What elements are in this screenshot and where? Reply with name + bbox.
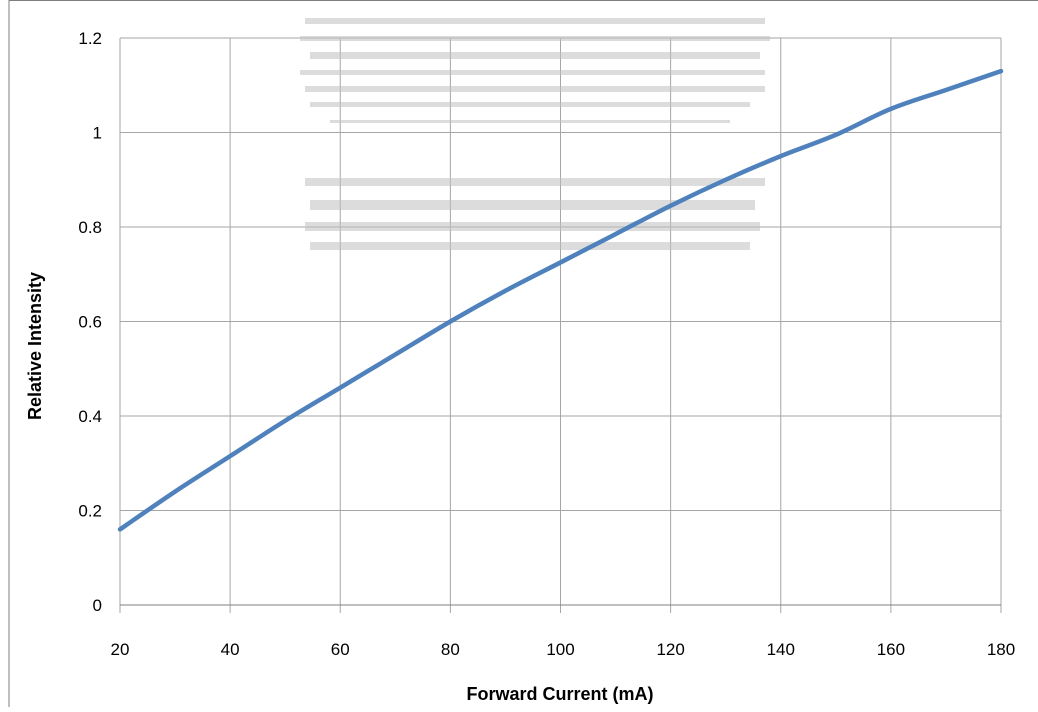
gridlines [119,37,1002,613]
y-tick-label: 0.2 [78,502,102,521]
y-axis-title: Relative Intensity [25,272,45,420]
x-tick-label: 120 [656,640,684,659]
x-tick-label: 100 [546,640,574,659]
x-tick-label: 160 [877,640,905,659]
x-tick-label: 80 [441,640,460,659]
watermark [300,18,770,250]
x-axis-title: Forward Current (mA) [466,684,653,704]
x-tick-labels: 20 40 60 80 100 120 140 160 180 [111,640,1016,659]
x-tick-label: 20 [111,640,130,659]
x-tick-label: 40 [221,640,240,659]
y-tick-label: 1.2 [78,29,102,48]
y-tick-label: 1 [93,124,102,143]
series-line [117,68,1004,532]
x-tick-label: 60 [331,640,350,659]
x-tick-label: 140 [767,640,795,659]
y-tick-label: 0.4 [78,407,102,426]
y-tick-label: 0.6 [78,313,102,332]
y-tick-label: 0.8 [78,218,102,237]
y-tick-label: 0 [93,596,102,615]
x-tick-label: 180 [987,640,1015,659]
y-tick-labels: 0 0.2 0.4 0.6 0.8 1 1.2 [78,29,102,615]
